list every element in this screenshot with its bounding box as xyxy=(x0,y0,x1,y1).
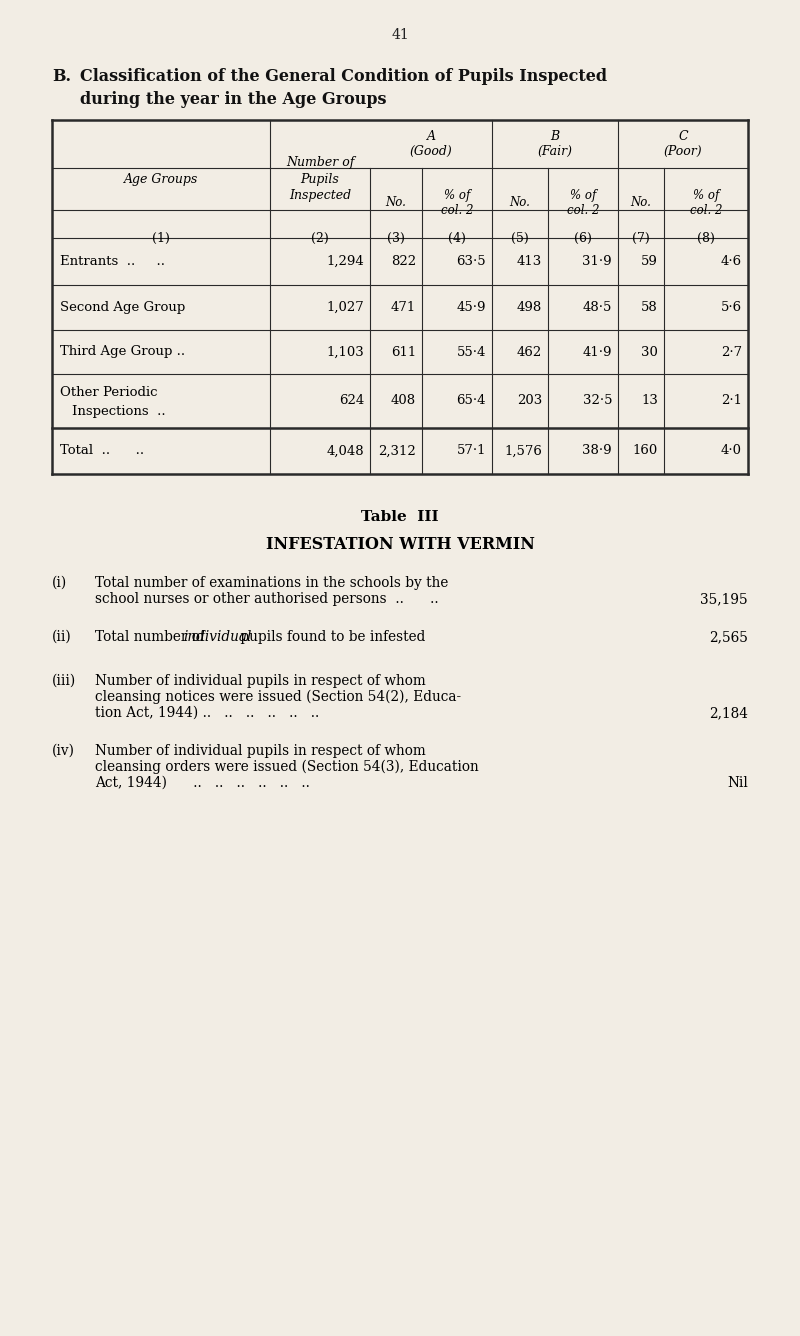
Text: individual: individual xyxy=(184,631,252,644)
Text: (6): (6) xyxy=(574,231,592,244)
Text: 65·4: 65·4 xyxy=(457,394,486,407)
Text: 1,294: 1,294 xyxy=(326,255,364,269)
Text: 203: 203 xyxy=(517,394,542,407)
Text: Inspections  ..: Inspections .. xyxy=(72,405,166,417)
Text: Total  ..      ..: Total .. .. xyxy=(60,445,144,457)
Text: 822: 822 xyxy=(391,255,416,269)
Text: 57·1: 57·1 xyxy=(457,445,486,457)
Text: 2·1: 2·1 xyxy=(721,394,742,407)
Text: B
(Fair): B (Fair) xyxy=(538,130,573,158)
Text: 4·0: 4·0 xyxy=(721,445,742,457)
Text: (1): (1) xyxy=(152,231,170,244)
Text: (4): (4) xyxy=(448,231,466,244)
Text: No.: No. xyxy=(386,196,406,210)
Text: 462: 462 xyxy=(517,346,542,358)
Text: 58: 58 xyxy=(642,301,658,314)
Text: 611: 611 xyxy=(390,346,416,358)
Text: 624: 624 xyxy=(338,394,364,407)
Text: Act, 1944)      ..   ..   ..   ..   ..   ..: Act, 1944) .. .. .. .. .. .. xyxy=(95,776,310,790)
Text: Nil: Nil xyxy=(727,776,748,790)
Text: cleansing notices were issued (Section 54(2), Educa-: cleansing notices were issued (Section 5… xyxy=(95,689,461,704)
Text: 160: 160 xyxy=(633,445,658,457)
Text: (2): (2) xyxy=(311,231,329,244)
Text: cleansing orders were issued (Section 54(3), Education: cleansing orders were issued (Section 54… xyxy=(95,760,478,775)
Text: 2,184: 2,184 xyxy=(709,705,748,720)
Text: 408: 408 xyxy=(391,394,416,407)
Text: (ii): (ii) xyxy=(52,631,72,644)
Text: (8): (8) xyxy=(697,231,715,244)
Text: 4,048: 4,048 xyxy=(326,445,364,457)
Text: 2·7: 2·7 xyxy=(721,346,742,358)
Text: No.: No. xyxy=(630,196,651,210)
Text: Total number of examinations in the schools by the: Total number of examinations in the scho… xyxy=(95,576,448,591)
Text: 13: 13 xyxy=(641,394,658,407)
Text: Second Age Group: Second Age Group xyxy=(60,301,186,314)
Text: 2,312: 2,312 xyxy=(378,445,416,457)
Text: (5): (5) xyxy=(511,231,529,244)
Text: 48·5: 48·5 xyxy=(582,301,612,314)
Text: 2,565: 2,565 xyxy=(709,631,748,644)
Text: (3): (3) xyxy=(387,231,405,244)
Text: 63·5: 63·5 xyxy=(456,255,486,269)
Text: 498: 498 xyxy=(517,301,542,314)
Text: 45·9: 45·9 xyxy=(457,301,486,314)
Text: 41·9: 41·9 xyxy=(582,346,612,358)
Text: 41: 41 xyxy=(391,28,409,41)
Text: Total number of: Total number of xyxy=(95,631,210,644)
Text: 31·9: 31·9 xyxy=(582,255,612,269)
Text: 1,103: 1,103 xyxy=(326,346,364,358)
Text: INFESTATION WITH VERMIN: INFESTATION WITH VERMIN xyxy=(266,536,534,553)
Text: 413: 413 xyxy=(517,255,542,269)
Text: 4·6: 4·6 xyxy=(721,255,742,269)
Text: 55·4: 55·4 xyxy=(457,346,486,358)
Text: No.: No. xyxy=(510,196,530,210)
Text: 59: 59 xyxy=(641,255,658,269)
Text: % of
col. 2: % of col. 2 xyxy=(441,188,474,216)
Text: 35,195: 35,195 xyxy=(700,592,748,607)
Text: Table  III: Table III xyxy=(361,510,439,524)
Text: Number of individual pupils in respect of whom: Number of individual pupils in respect o… xyxy=(95,673,426,688)
Text: 5·6: 5·6 xyxy=(721,301,742,314)
Text: Number of
Pupils
Inspected: Number of Pupils Inspected xyxy=(286,156,354,202)
Text: 30: 30 xyxy=(641,346,658,358)
Text: (iii): (iii) xyxy=(52,673,76,688)
Text: C
(Poor): C (Poor) xyxy=(664,130,702,158)
Text: during the year in the Age Groups: during the year in the Age Groups xyxy=(80,91,386,108)
Text: Classification of the General Condition of Pupils Inspected: Classification of the General Condition … xyxy=(80,68,607,86)
Text: Third Age Group ..: Third Age Group .. xyxy=(60,346,185,358)
Text: B.: B. xyxy=(52,68,71,86)
Text: 38·9: 38·9 xyxy=(582,445,612,457)
Text: 1,027: 1,027 xyxy=(326,301,364,314)
Text: % of
col. 2: % of col. 2 xyxy=(690,188,722,216)
Text: Number of individual pupils in respect of whom: Number of individual pupils in respect o… xyxy=(95,744,426,758)
Text: 1,576: 1,576 xyxy=(504,445,542,457)
Text: school nurses or other authorised persons  ..      ..: school nurses or other authorised person… xyxy=(95,592,438,607)
Text: 32·5: 32·5 xyxy=(582,394,612,407)
Text: A
(Good): A (Good) xyxy=(410,130,452,158)
Text: Other Periodic: Other Periodic xyxy=(60,386,158,398)
Text: tion Act, 1944) ..   ..   ..   ..   ..   ..: tion Act, 1944) .. .. .. .. .. .. xyxy=(95,705,319,720)
Text: Age Groups: Age Groups xyxy=(124,172,198,186)
Text: % of
col. 2: % of col. 2 xyxy=(566,188,599,216)
Text: (i): (i) xyxy=(52,576,67,591)
Text: 471: 471 xyxy=(390,301,416,314)
Text: Entrants  ..     ..: Entrants .. .. xyxy=(60,255,165,269)
Text: (7): (7) xyxy=(632,231,650,244)
Text: (iv): (iv) xyxy=(52,744,75,758)
Text: pupils found to be infested: pupils found to be infested xyxy=(236,631,425,644)
